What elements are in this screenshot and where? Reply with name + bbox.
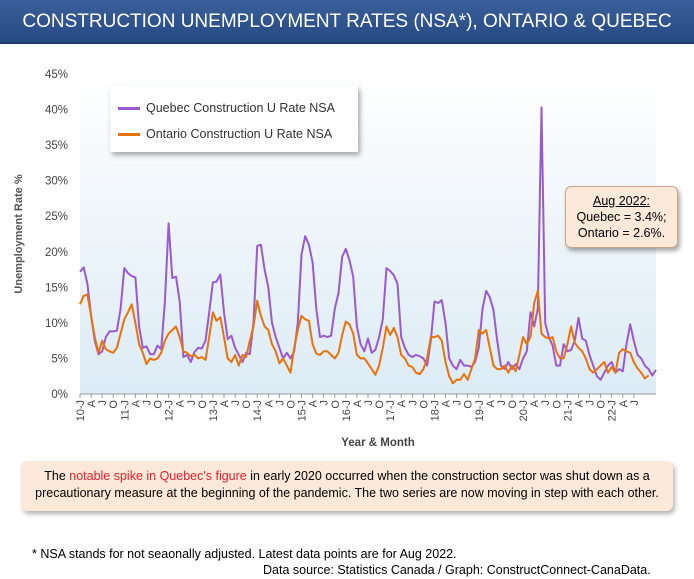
x-tick-label: O [507,400,519,409]
y-tick-label: 15% [45,282,68,294]
x-tick-label: 12-J [164,400,176,421]
x-tick-label: O [418,400,430,409]
ontario-series-line [79,289,650,385]
x-tick-label: 10-J [75,400,87,421]
note-highlight: notable spike in Quebec's figure [69,469,247,483]
legend-label-ontario: Ontario Construction U Rate NSA [146,127,333,141]
x-tick-label: A [441,399,453,407]
x-tick-label: A [352,399,364,407]
x-tick-label: 13-J [208,400,220,421]
legend-item-ontario: Ontario Construction U Rate NSA [118,125,332,143]
callout-quebec: Quebec = 3.4%; [576,210,667,224]
x-tick-label: J [629,400,641,406]
y-axis-label: Unemployment Rate % [13,174,25,293]
x-tick-label: A [618,399,630,407]
note-part2: in early 2020 occurred when the construc… [35,469,659,500]
x-tick-label: A [396,399,408,407]
x-tick-label: A [219,399,231,407]
x-tick-label: A [130,399,142,407]
x-tick-label: A [308,399,320,407]
y-tick-label: 40% [45,105,68,117]
x-tick-label: A [529,399,541,407]
x-axis-label: Year & Month [341,437,414,449]
x-tick-label: O [463,400,475,409]
x-tick-label: J [585,400,597,406]
x-tick-label: J [274,400,286,406]
y-tick-label: 0% [51,389,68,401]
y-axis: 0% 5% 10% 15% 20% 25% 30% 35% 40% 45% [45,69,68,401]
y-tick-label: 45% [45,69,68,81]
x-tick-label: 22-J [607,400,619,421]
x-tick-label: J [540,400,552,406]
x-tick-label: O [153,400,165,409]
x-tick-label: J [141,400,153,406]
x-tick-label: 15-J [297,400,309,421]
latest-values-callout: Aug 2022: Quebec = 3.4%; Ontario = 2.6%. [565,186,678,248]
x-tick-label: A [86,399,98,407]
x-axis: 10-J A J O 11-J A J O 12-J A J O 13-J A J O 14-J A J O 15-J A… [75,393,656,421]
x-tick-label: O [596,400,608,409]
x-tick-label: 16-J [341,400,353,421]
x-tick-label: 21-J [562,400,574,421]
y-tick-label: 35% [45,140,68,152]
x-tick-label: A [263,399,275,407]
chart-title: CONSTRUCTION UNEMPLOYMENT RATES (NSA*), … [22,11,672,32]
y-tick-label: 10% [45,318,68,330]
legend-label-quebec: Quebec Construction U Rate NSA [146,101,335,115]
x-tick-label: J [496,400,508,406]
y-tick-label: 25% [45,211,68,223]
x-tick-label: O [330,400,342,409]
legend-swatch-quebec [118,106,140,110]
x-tick-label: J [230,400,242,406]
y-tick-label: 5% [51,353,68,365]
x-tick-label: A [485,399,497,407]
x-tick-label: O [551,400,563,409]
x-tick-label: J [363,400,375,406]
x-tick-label: J [452,400,464,406]
x-tick-label: 14-J [252,400,264,421]
chart-title-bar: CONSTRUCTION UNEMPLOYMENT RATES (NSA*), … [0,0,694,44]
x-tick-label: J [97,400,109,406]
x-tick-label: 20-J [518,400,530,421]
x-tick-label: 19-J [474,400,486,421]
source-credit: Data source: Statistics Canada / Graph: … [263,563,651,577]
x-tick-label: O [197,400,209,409]
series-layer [79,106,657,385]
x-tick-label: O [285,400,297,409]
x-tick-label: 18-J [429,400,441,421]
x-tick-label: 17-J [385,400,397,421]
x-tick-label: 11-J [119,400,131,421]
y-tick-label: 20% [45,247,68,259]
x-tick-label: J [186,400,198,406]
footnote: * NSA stands for not seaonally adjusted.… [32,547,457,561]
note-part1: The [44,469,70,483]
x-tick-label: J [319,400,331,406]
x-tick-label: A [573,399,585,407]
legend: Quebec Construction U Rate NSA Ontario C… [110,86,358,152]
x-tick-label: O [241,400,253,409]
callout-heading: Aug 2022: [593,194,650,208]
quebec-series-line [79,106,657,381]
x-tick-label: A [175,399,187,407]
x-tick-label: O [108,400,120,409]
x-tick-label: J [407,400,419,406]
y-tick-label: 30% [45,176,68,188]
callout-ontario: Ontario = 2.6%. [577,226,666,240]
annotation-note: The notable spike in Quebec's figure in … [21,461,673,511]
legend-item-quebec: Quebec Construction U Rate NSA [118,99,335,117]
legend-swatch-ontario [118,132,140,136]
x-tick-label: O [374,400,386,409]
